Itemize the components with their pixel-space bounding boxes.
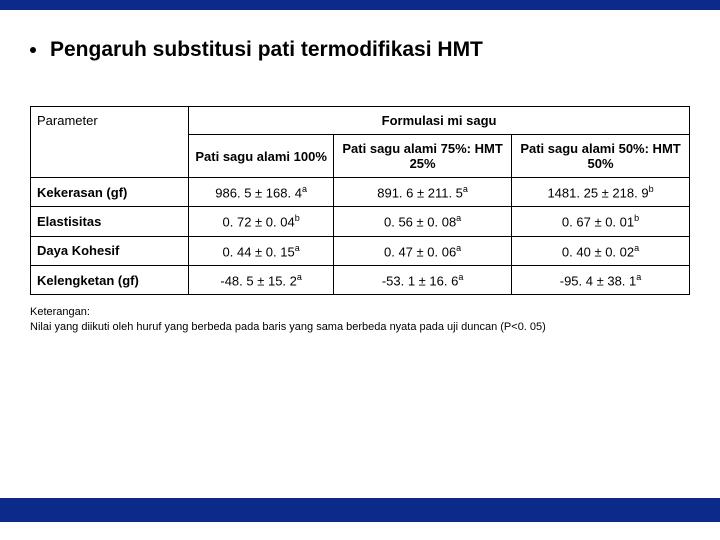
value-cell: 0. 44 ± 0. 15a: [189, 236, 334, 265]
value-cell: 0. 47 ± 0. 06a: [334, 236, 512, 265]
data-table: Parameter Formulasi mi sagu Pati sagu al…: [30, 106, 690, 295]
footnote: Keterangan: Nilai yang diikuti oleh huru…: [30, 305, 690, 335]
param-cell: Kekerasan (gf): [31, 178, 189, 207]
cell-value: 891. 6 ± 211. 5: [377, 185, 463, 200]
content-area: Pengaruh substitusi pati termodifikasi H…: [0, 10, 720, 540]
value-cell: 0. 56 ± 0. 08a: [334, 207, 512, 236]
value-cell: -48. 5 ± 15. 2a: [189, 265, 334, 294]
table-head: Parameter Formulasi mi sagu Pati sagu al…: [31, 107, 690, 178]
cell-superscript: b: [649, 184, 654, 194]
table-row: Elastisitas0. 72 ± 0. 04b0. 56 ± 0. 08a0…: [31, 207, 690, 236]
cell-superscript: b: [295, 213, 300, 223]
cell-superscript: a: [456, 213, 461, 223]
cell-superscript: a: [636, 272, 641, 282]
cell-superscript: a: [295, 243, 300, 253]
value-cell: 891. 6 ± 211. 5a: [334, 178, 512, 207]
cell-value: 0. 47 ± 0. 06: [384, 244, 456, 259]
cell-value: 986. 5 ± 168. 4: [215, 185, 302, 200]
header-col-0: Pati sagu alami 100%: [189, 135, 334, 178]
title-row: Pengaruh substitusi pati termodifikasi H…: [30, 38, 690, 62]
cell-value: 0. 67 ± 0. 01: [562, 215, 634, 230]
table-row: Kelengketan (gf)-48. 5 ± 15. 2a-53. 1 ± …: [31, 265, 690, 294]
cell-value: 0. 72 ± 0. 04: [223, 215, 295, 230]
table-row: Daya Kohesif0. 44 ± 0. 15a0. 47 ± 0. 06a…: [31, 236, 690, 265]
param-cell: Elastisitas: [31, 207, 189, 236]
header-col-1: Pati sagu alami 75%: HMT 25%: [334, 135, 512, 178]
cell-superscript: a: [297, 272, 302, 282]
cell-value: 0. 56 ± 0. 08: [384, 215, 456, 230]
footnote-label: Keterangan:: [30, 305, 690, 320]
value-cell: -95. 4 ± 38. 1a: [512, 265, 690, 294]
param-cell: Daya Kohesif: [31, 236, 189, 265]
value-cell: 986. 5 ± 168. 4a: [189, 178, 334, 207]
value-cell: 0. 72 ± 0. 04b: [189, 207, 334, 236]
cell-superscript: a: [456, 243, 461, 253]
value-cell: 0. 67 ± 0. 01b: [512, 207, 690, 236]
bullet-icon: [30, 47, 36, 53]
slide-page: Pengaruh substitusi pati termodifikasi H…: [0, 0, 720, 540]
cell-superscript: b: [634, 213, 639, 223]
cell-value: 0. 44 ± 0. 15: [223, 244, 295, 259]
top-accent-bar: [0, 0, 720, 10]
table-row: Kekerasan (gf)986. 5 ± 168. 4a891. 6 ± 2…: [31, 178, 690, 207]
cell-superscript: a: [634, 243, 639, 253]
footnote-text: Nilai yang diikuti oleh huruf yang berbe…: [30, 320, 690, 335]
param-cell: Kelengketan (gf): [31, 265, 189, 294]
value-cell: 0. 40 ± 0. 02a: [512, 236, 690, 265]
cell-value: -53. 1 ± 16. 6: [382, 273, 459, 288]
slide-title: Pengaruh substitusi pati termodifikasi H…: [50, 38, 483, 62]
value-cell: -53. 1 ± 16. 6a: [334, 265, 512, 294]
cell-value: -48. 5 ± 15. 2: [220, 273, 297, 288]
header-group: Formulasi mi sagu: [189, 107, 690, 135]
cell-value: -95. 4 ± 38. 1: [560, 273, 637, 288]
value-cell: 1481. 25 ± 218. 9b: [512, 178, 690, 207]
header-parameter: Parameter: [31, 107, 189, 178]
cell-superscript: a: [458, 272, 463, 282]
cell-superscript: a: [463, 184, 468, 194]
header-col-2: Pati sagu alami 50%: HMT 50%: [512, 135, 690, 178]
table-body: Kekerasan (gf)986. 5 ± 168. 4a891. 6 ± 2…: [31, 178, 690, 295]
cell-value: 0. 40 ± 0. 02: [562, 244, 634, 259]
cell-value: 1481. 25 ± 218. 9: [547, 185, 648, 200]
cell-superscript: a: [302, 184, 307, 194]
bottom-accent-bar: [0, 498, 720, 522]
